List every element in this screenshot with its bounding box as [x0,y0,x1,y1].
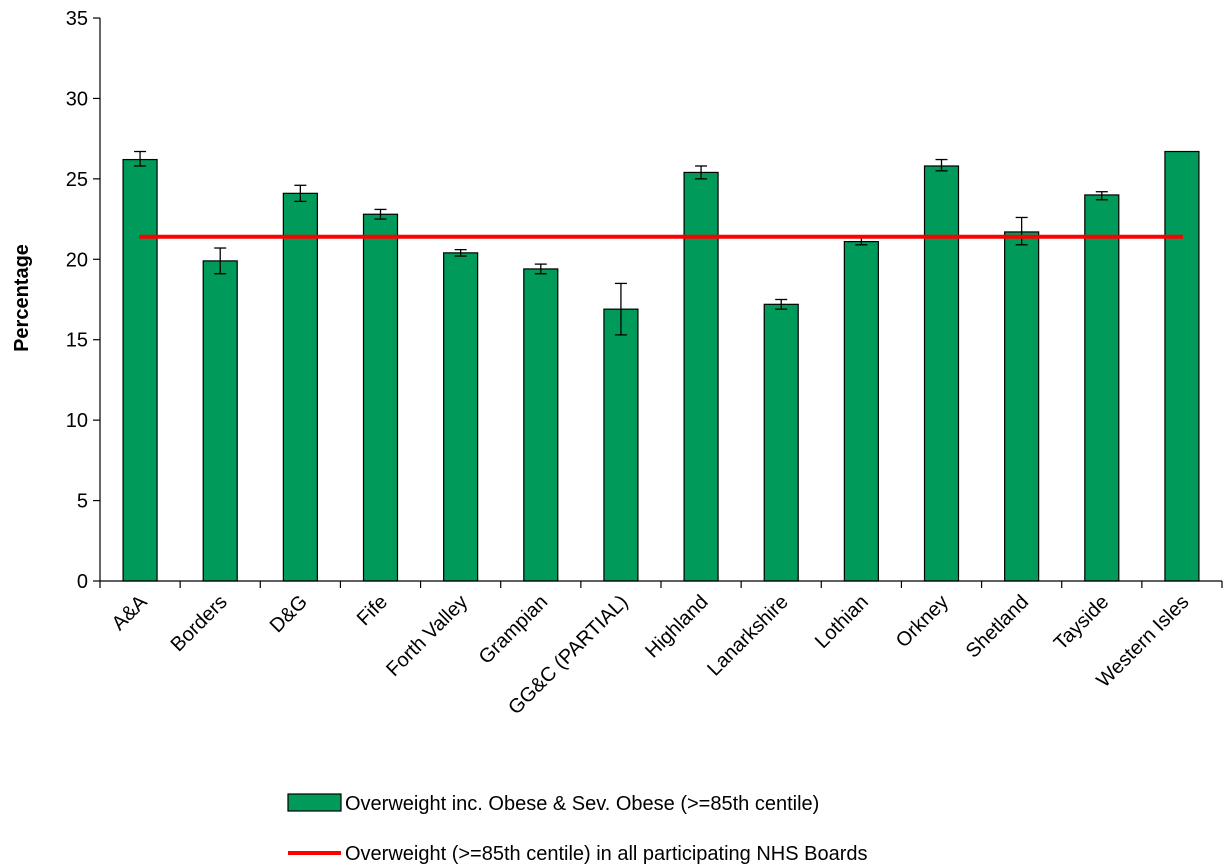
y-axis-title: Percentage [11,244,33,352]
bar [1004,231,1040,582]
bar [763,303,799,582]
x-category-label: A&A [108,591,152,635]
x-category-label: Fife [353,591,392,630]
x-category-label: Orkney [892,591,953,652]
y-tick-label: 5 [77,491,88,513]
bar [1084,194,1120,582]
error-bars [134,150,1108,336]
bar [923,165,960,582]
bar [843,240,879,582]
bar [523,268,559,582]
x-category-label: Forth Valley [382,591,472,681]
y-tick-label: 35 [66,8,88,30]
x-category-label: Tayside [1050,591,1114,655]
bar-series [122,150,1200,582]
legend-label-line: Overweight (>=85th centile) in all parti… [345,843,867,865]
x-category-label: Lanarkshire [703,591,792,680]
y-tick-labels: 0 5 10 15 20 25 30 35 [66,8,88,593]
y-tick-label: 20 [66,249,88,271]
legend-swatch-bars [287,793,342,812]
y-tick-label: 0 [77,571,88,593]
bar [443,252,479,582]
x-category-label: Lothian [811,591,873,653]
y-tick-label: 15 [66,330,88,352]
x-category-label: D&G [266,591,312,637]
x-category-label: Grampian [475,591,553,669]
y-tick-label: 10 [66,410,88,432]
x-category-label: Shetland [962,591,1033,662]
bar [362,213,399,582]
bar [683,171,719,582]
x-category-label: Highland [641,591,712,662]
x-category-label: Borders [167,591,232,656]
bar [202,260,238,582]
legend: Overweight inc. Obese & Sev. Obese (>=85… [287,793,867,865]
legend-label-bars: Overweight inc. Obese & Sev. Obese (>=85… [345,793,819,815]
bar [603,308,639,582]
y-tick-label: 30 [66,88,88,110]
y-tick-label: 25 [66,169,88,191]
bar [122,158,158,582]
bar [1164,150,1200,582]
axes [93,17,1223,588]
bar [282,192,318,582]
